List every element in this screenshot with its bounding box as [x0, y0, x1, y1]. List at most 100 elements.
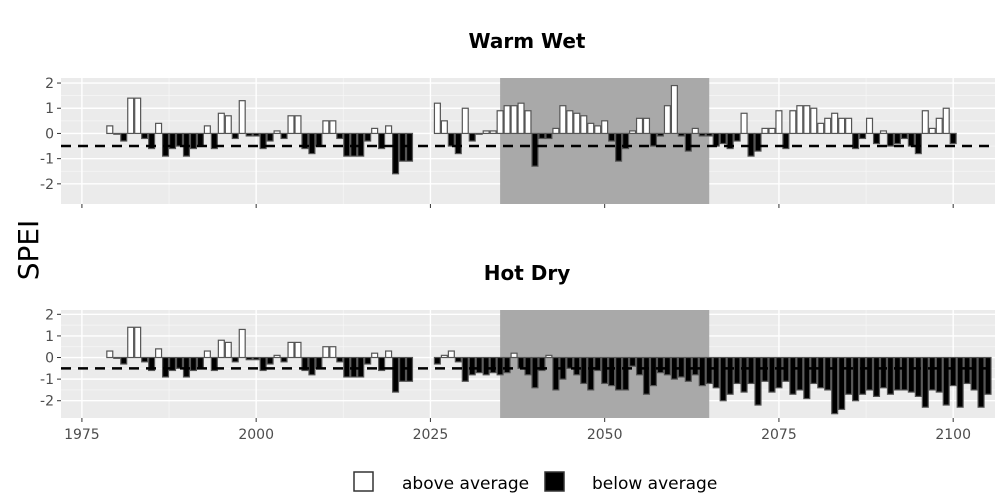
bar-2048 [587, 122, 595, 135]
bar-1991 [189, 356, 197, 372]
bar-2013 [343, 132, 351, 157]
bar-2075 [775, 110, 783, 135]
bar-2068 [726, 132, 734, 150]
bar-2028 [447, 350, 455, 359]
bar-1987 [161, 132, 170, 157]
bar-1980 [113, 356, 121, 359]
y-tick-label: 2 [45, 307, 54, 323]
bar-2068 [726, 356, 734, 395]
bar-2098 [935, 356, 943, 393]
bar-1999 [245, 132, 253, 137]
bar-1998 [238, 328, 246, 359]
bar-2030 [461, 107, 469, 135]
bar-1999 [245, 356, 253, 361]
bar-2053 [622, 132, 630, 150]
bar-2036 [503, 356, 511, 374]
bar-2042 [545, 354, 553, 359]
bar-2007 [301, 132, 309, 150]
bar-2040 [531, 132, 539, 167]
bar-2034 [489, 356, 497, 374]
x-tick-label: 2025 [413, 427, 449, 443]
bar-2017 [371, 127, 379, 135]
bar-2021 [398, 132, 407, 162]
bar-2048 [587, 356, 595, 391]
bar-1982 [127, 97, 135, 135]
bar-1992 [196, 356, 204, 369]
bar-2097 [928, 127, 936, 135]
bar-2047 [580, 356, 588, 385]
bar-2013 [343, 356, 351, 378]
bar-1982 [127, 326, 135, 359]
bar-2049 [594, 356, 602, 372]
bar-2008 [308, 132, 316, 155]
bar-2092 [893, 132, 901, 145]
bar-2045 [566, 110, 574, 135]
bar-2057 [649, 132, 658, 147]
bar-2078 [796, 356, 804, 391]
bar-2084 [838, 356, 846, 410]
bar-2076 [782, 132, 790, 150]
bar-2060 [670, 84, 678, 135]
bar-2067 [719, 356, 727, 402]
bar-2041 [538, 132, 546, 140]
bar-2080 [810, 356, 818, 385]
bar-2026 [433, 356, 441, 365]
bar-1984 [141, 356, 149, 363]
bar-2055 [635, 117, 644, 135]
bar-1996 [224, 341, 232, 359]
bar-2006 [294, 115, 302, 135]
bar-2012 [336, 356, 344, 363]
bar-2062 [684, 132, 692, 152]
bar-2001 [259, 132, 267, 150]
bar-2004 [280, 132, 288, 140]
bar-2080 [810, 107, 818, 135]
legend: above average below average [353, 471, 717, 494]
bar-2016 [364, 132, 372, 142]
bar-2095 [914, 132, 922, 155]
bar-2089 [872, 132, 881, 145]
bar-2064 [698, 356, 706, 387]
bar-2101 [956, 356, 964, 408]
bar-2066 [712, 132, 720, 147]
bar-2057 [649, 356, 658, 387]
bar-2099 [942, 356, 950, 406]
bar-2011 [329, 346, 337, 359]
x-tick-label: 2050 [587, 427, 623, 443]
bar-2099 [942, 107, 950, 135]
y-axis-label: SPEI [12, 220, 45, 281]
bar-2012 [336, 132, 344, 140]
bar-2014 [350, 132, 358, 157]
bar-2018 [378, 132, 386, 150]
y-tick-label: 1 [45, 329, 54, 345]
bar-2030 [461, 356, 469, 382]
y-tick-label: -2 [40, 394, 54, 410]
bar-2081 [817, 356, 825, 389]
bar-2032 [475, 356, 483, 374]
bar-2019 [385, 350, 393, 359]
bar-2105 [984, 356, 992, 395]
bar-2007 [301, 356, 309, 372]
bar-2097 [928, 356, 936, 391]
bar-2073 [761, 127, 769, 135]
bar-2037 [510, 105, 518, 135]
bar-2071 [747, 132, 755, 157]
bar-2043 [552, 356, 560, 391]
bar-2093 [900, 132, 908, 140]
y-tick-label: 0 [45, 351, 54, 367]
bar-2002 [266, 356, 274, 365]
bar-2090 [879, 356, 888, 389]
bar-2041 [538, 356, 546, 372]
bar-1981 [120, 356, 128, 365]
bar-2034 [489, 130, 497, 135]
bar-2000 [252, 132, 260, 137]
bar-2096 [921, 110, 929, 135]
bar-1981 [120, 132, 128, 142]
bar-2054 [628, 356, 637, 367]
bar-1992 [196, 132, 204, 147]
bar-2090 [879, 130, 888, 135]
bar-1980 [113, 132, 121, 135]
bar-2077 [789, 110, 797, 135]
bar-2063 [691, 127, 699, 135]
bar-1997 [231, 132, 239, 140]
bar-2092 [893, 356, 901, 391]
